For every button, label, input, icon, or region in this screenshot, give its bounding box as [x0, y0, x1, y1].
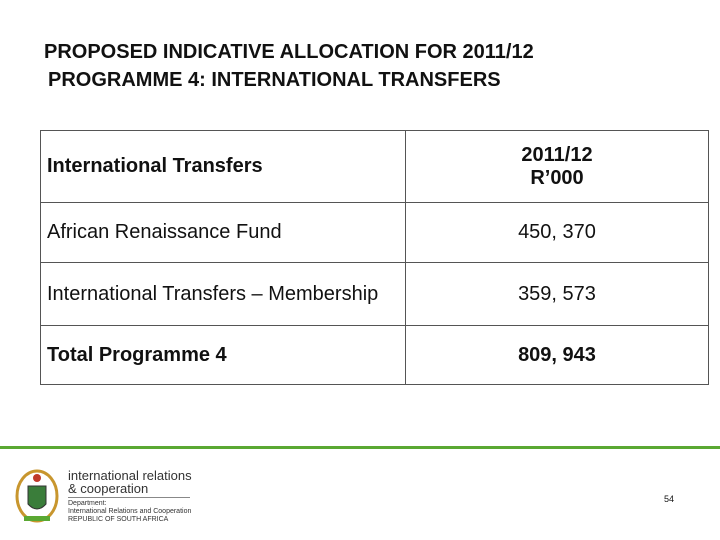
- slide-title: PROPOSED INDICATIVE ALLOCATION FOR 2011/…: [44, 38, 534, 94]
- header-cell: International Transfers: [40, 130, 406, 203]
- dept-line: Department:: [68, 500, 107, 507]
- logo-separator: [68, 497, 190, 498]
- dept-line: International Relations and Cooperation: [68, 508, 192, 515]
- dept-line: REPUBLIC OF SOUTH AFRICA: [68, 516, 169, 523]
- header-text: 2011/12: [521, 143, 593, 166]
- logo-line: & cooperation: [68, 481, 149, 496]
- cell: 809, 943: [405, 325, 709, 385]
- cell: 359, 573: [405, 262, 709, 326]
- header-cell: 2011/12 R’000: [405, 130, 709, 203]
- cell: African Renaissance Fund: [40, 202, 406, 263]
- logo-line: international relations: [68, 468, 192, 483]
- table-row: Total Programme 4 809, 943: [40, 325, 709, 385]
- green-rule: [0, 446, 720, 449]
- logo-text: international relations & cooperation De…: [68, 469, 192, 524]
- table-row: African Renaissance Fund 450, 370: [40, 202, 709, 263]
- cell: International Transfers – Membership: [40, 262, 406, 326]
- cell: Total Programme 4: [40, 325, 406, 385]
- table-row: International Transfers – Membership 359…: [40, 262, 709, 326]
- coat-of-arms: [15, 469, 59, 523]
- title-line: PROGRAMME 4: INTERNATIONAL TRANSFERS: [48, 69, 501, 91]
- cell: 450, 370: [405, 202, 709, 263]
- header-text: R’000: [530, 166, 584, 189]
- page-number: 54: [664, 494, 675, 504]
- title-line: PROPOSED INDICATIVE ALLOCATION FOR 2011/…: [44, 41, 534, 63]
- header-row: International Transfers 2011/12 R’000: [40, 130, 709, 203]
- allocation-table: International Transfers 2011/12 R’000 Afr…: [40, 130, 709, 385]
